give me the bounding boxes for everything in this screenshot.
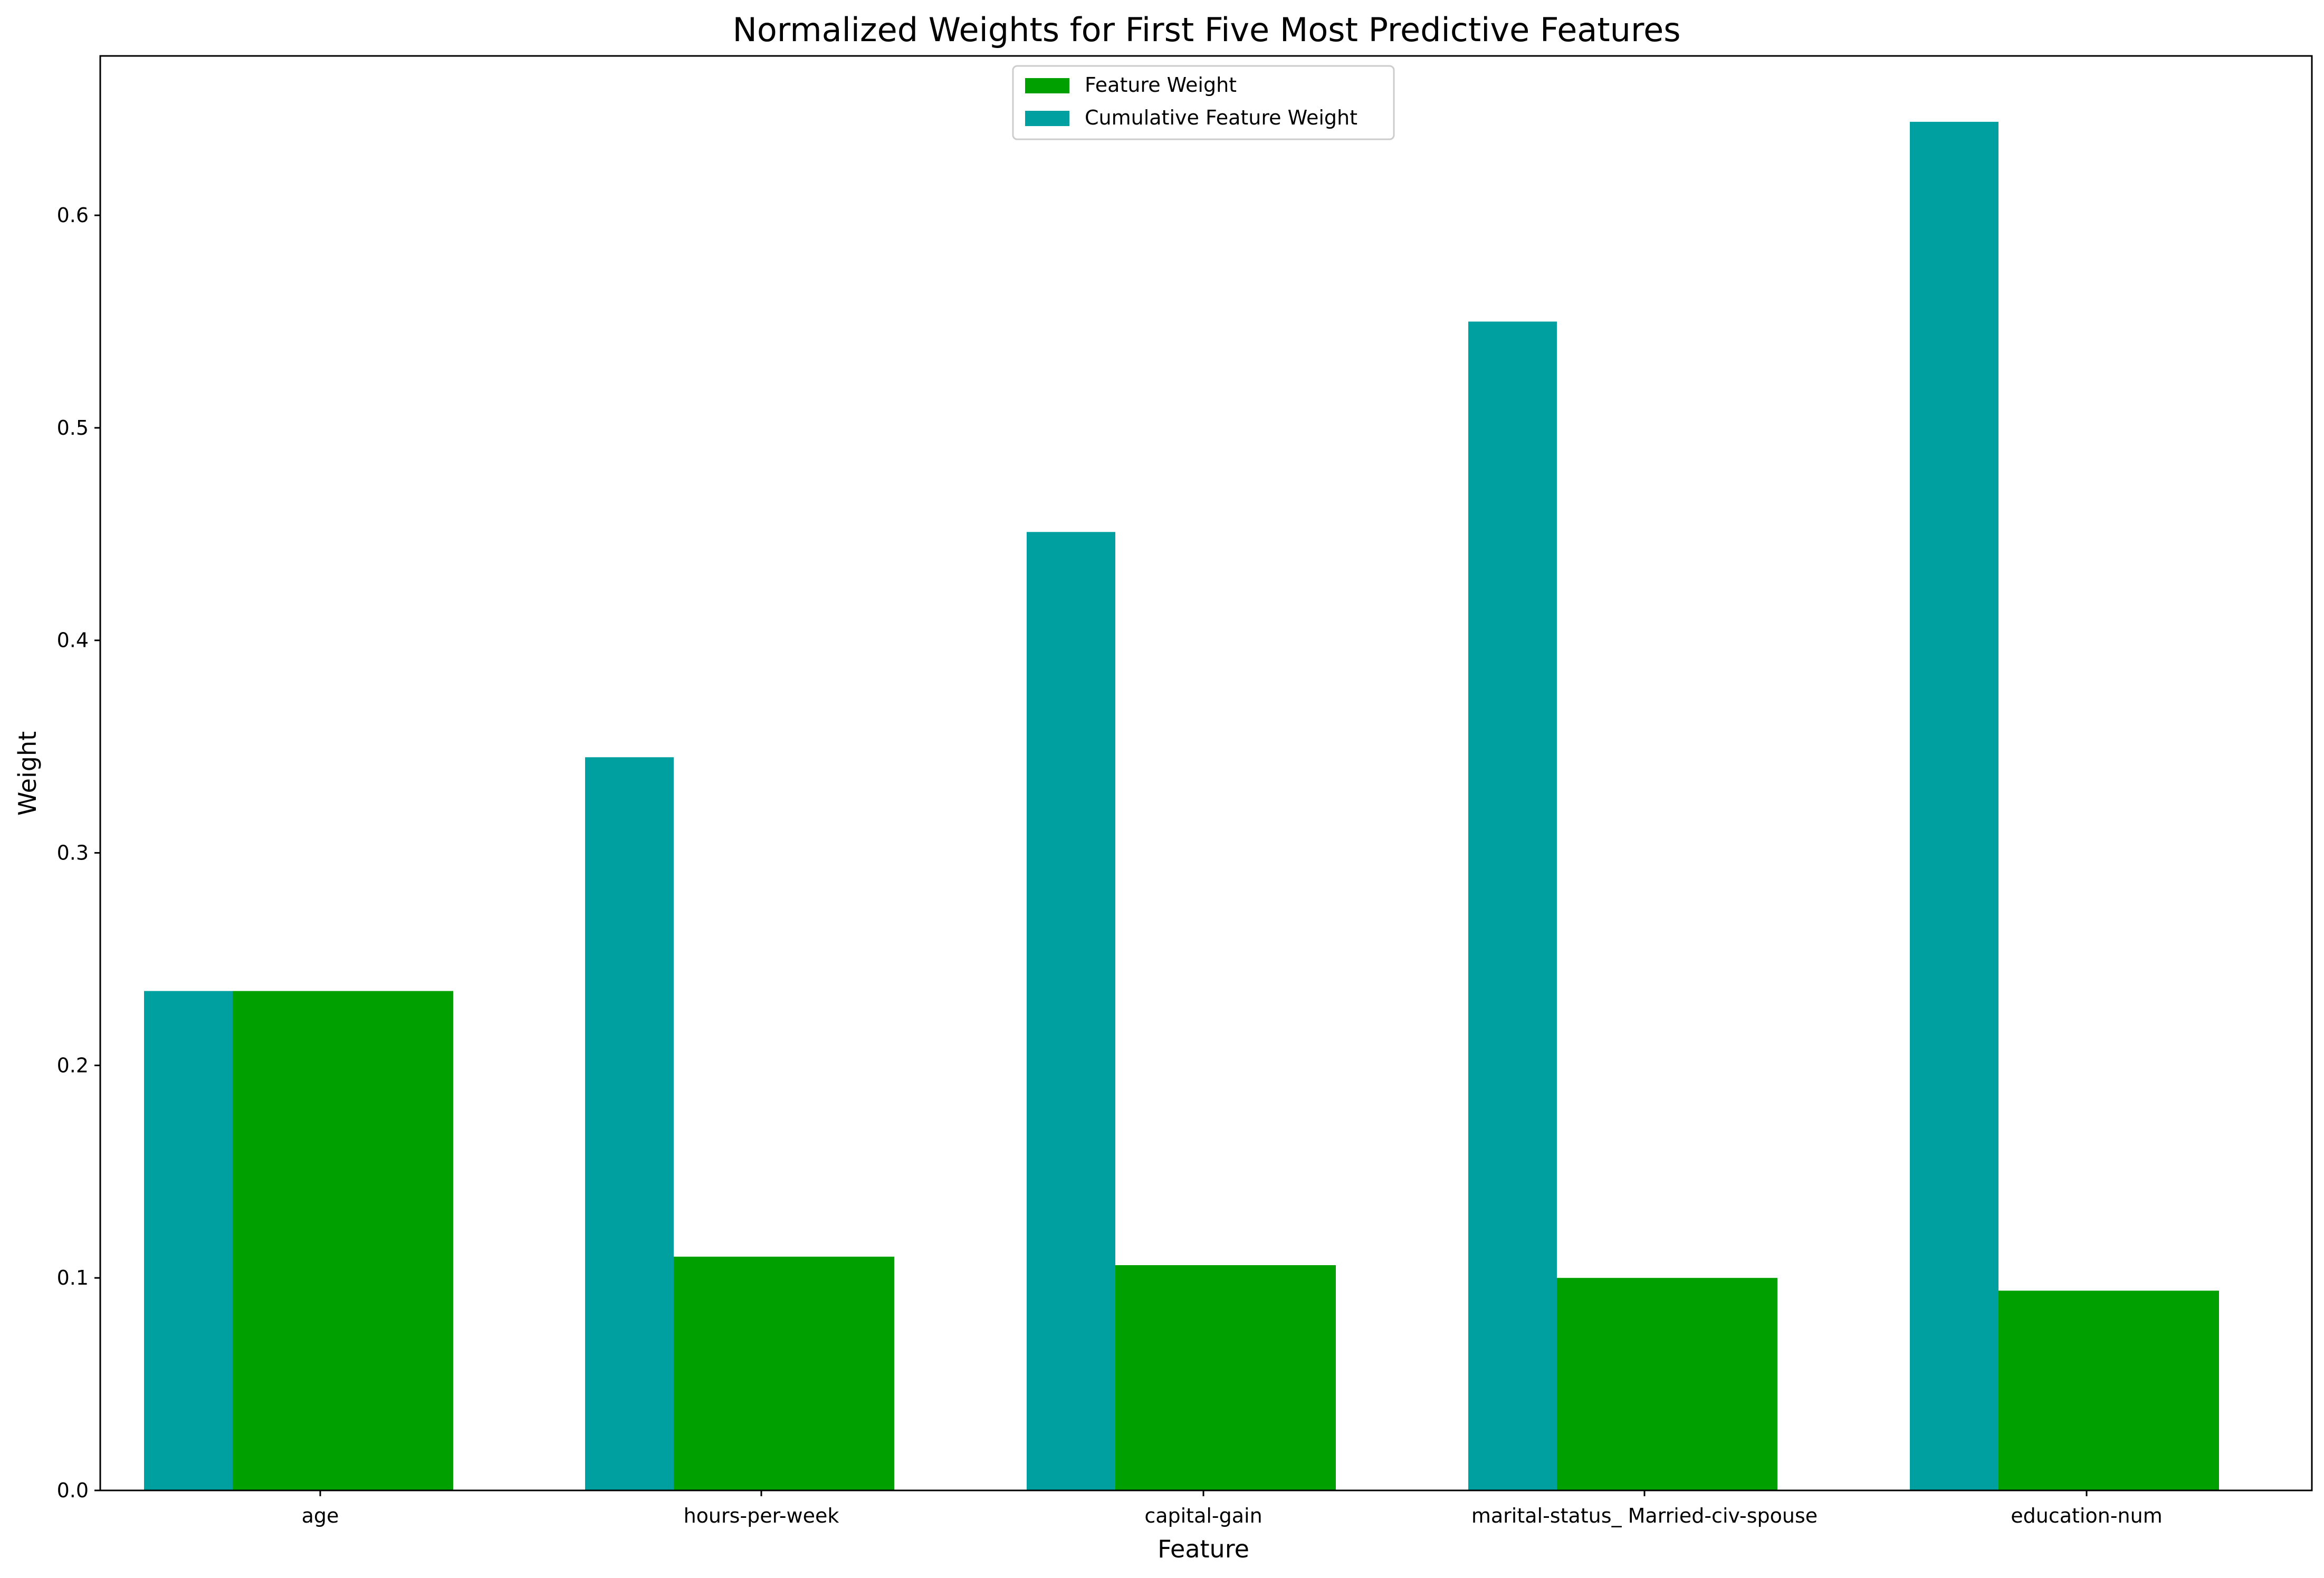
bar-feature-weight-hours-per-week bbox=[674, 1256, 894, 1490]
x-tick-label: education-num bbox=[2011, 1504, 2162, 1527]
y-tick-label: 0.4 bbox=[57, 629, 89, 652]
y-tick-label: 0.6 bbox=[57, 204, 89, 227]
bar-cumulative-education-num bbox=[1910, 121, 1998, 1491]
legend-label-cumulative-feature-weight: Cumulative Feature Weight bbox=[1085, 106, 1357, 129]
y-tick-label: 0.3 bbox=[57, 841, 89, 865]
bar-cumulative-hours-per-week bbox=[585, 757, 674, 1490]
bar-cumulative-age bbox=[144, 991, 233, 1490]
legend-label-feature-weight: Feature Weight bbox=[1085, 73, 1237, 97]
plot-frame bbox=[99, 55, 2313, 1491]
x-axis-ticks: age hours-per-week capital-gain marital-sta… bbox=[302, 1490, 2163, 1527]
bar-feature-weight-marital-status-married-civ-spouse bbox=[1557, 1278, 1777, 1490]
x-axis-label: Feature bbox=[1158, 1535, 1249, 1563]
x-tick-label: hours-per-week bbox=[684, 1504, 839, 1527]
bar-cumulative-capital-gain bbox=[1027, 532, 1115, 1490]
x-tick-label: marital-status_ Married-civ-spouse bbox=[1471, 1504, 1818, 1527]
legend-swatch-cumulative-feature-weight bbox=[1025, 111, 1069, 126]
bar-feature-weight-education-num bbox=[1998, 1290, 2219, 1490]
chart-title: Normalized Weights for First Five Most P… bbox=[732, 11, 1680, 49]
x-tick-label: age bbox=[302, 1504, 339, 1527]
y-tick-label: 0.1 bbox=[57, 1266, 89, 1289]
bar-feature-weight-age bbox=[233, 991, 453, 1490]
y-tick-label: 0.2 bbox=[57, 1054, 89, 1077]
y-axis-label: Weight bbox=[13, 731, 42, 816]
y-axis-ticks: 0.0 0.1 0.2 0.3 0.4 0.5 0.6 bbox=[57, 204, 100, 1502]
x-tick-label: capital-gain bbox=[1144, 1504, 1262, 1527]
legend-box bbox=[1012, 65, 1395, 140]
y-tick-label: 0.0 bbox=[57, 1479, 89, 1502]
legend: Feature Weight Cumulative Feature Weight bbox=[1012, 65, 1395, 140]
bars-group bbox=[144, 121, 2219, 1491]
y-tick-label: 0.5 bbox=[57, 416, 89, 439]
legend-swatch-feature-weight bbox=[1025, 78, 1069, 93]
bar-cumulative-marital-status-married-civ-spouse bbox=[1468, 321, 1557, 1490]
bar-feature-weight-capital-gain bbox=[1115, 1265, 1336, 1490]
